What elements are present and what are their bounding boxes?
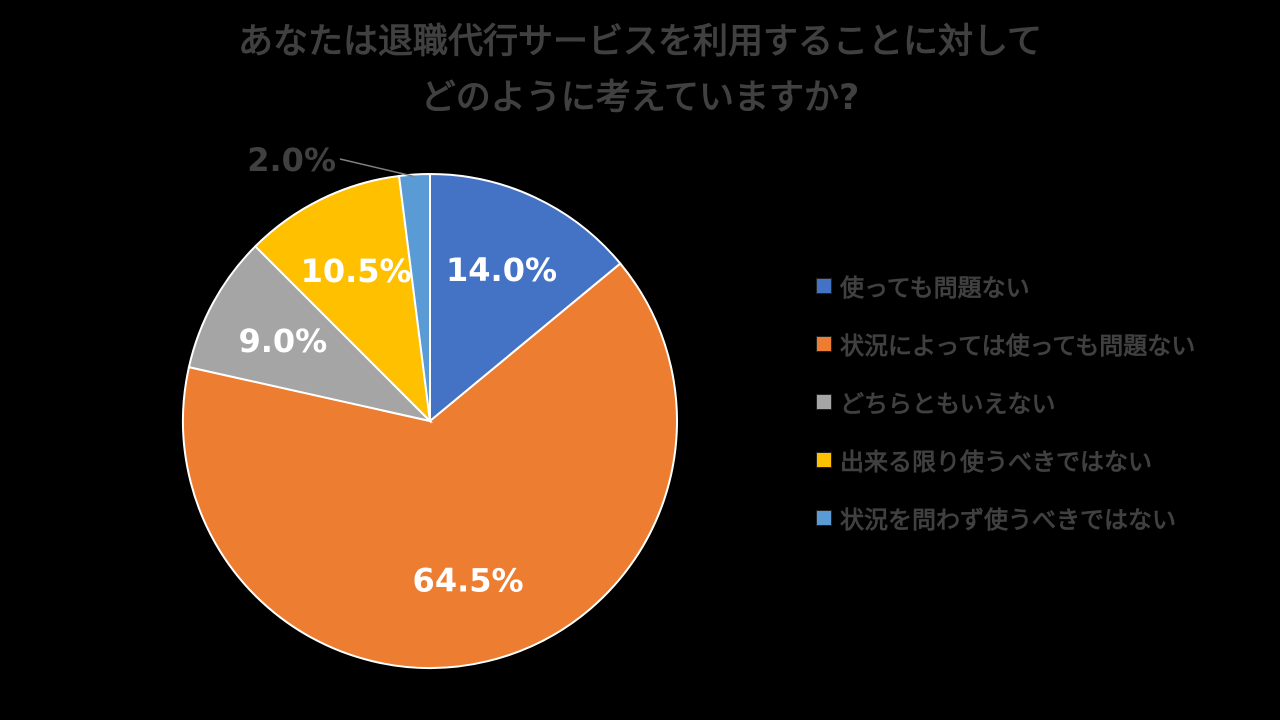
pie-leader-line-5: [339, 158, 415, 178]
pie-data-label-2: 64.5%: [413, 562, 524, 600]
chart-title-line-1: あなたは退職代行サービスを利用することに対して: [238, 22, 1042, 62]
pie-slice-5: [397, 172, 431, 422]
legend-label-2: 状況によっては使っても問題ない: [840, 332, 1196, 360]
legend-label-3: どちらともいえない: [840, 390, 1056, 418]
chart-title-line-2: どのように考えていますか?: [420, 78, 860, 118]
pie-slice-2: [182, 262, 678, 669]
legend-item-4: 出来る限り使うべきではない: [816, 440, 1195, 479]
pie-data-label-4: 10.5%: [301, 252, 412, 290]
pie-slice-3: [187, 244, 434, 423]
legend-swatch-4: [816, 451, 832, 468]
legend-label-1: 使っても問題ない: [840, 274, 1030, 302]
legend: 使っても問題ない 状況によっては使っても問題ない どちらともいえない 出来る限り…: [816, 266, 1195, 556]
legend-swatch-1: [816, 277, 832, 294]
pie-data-label-3: 9.0%: [238, 322, 327, 360]
pie-data-label-1: 14.0%: [446, 251, 557, 289]
legend-label-5: 状況を問わず使うべきではない: [840, 506, 1176, 534]
legend-item-5: 状況を問わず使うべきではない: [816, 498, 1195, 537]
legend-item-2: 状況によっては使っても問題ない: [816, 324, 1195, 363]
pie-slice-1: [429, 172, 622, 424]
pie-data-label-5: 2.0%: [247, 141, 336, 179]
legend-swatch-3: [816, 393, 832, 410]
legend-label-4: 出来る限り使うべきではない: [840, 448, 1152, 476]
legend-swatch-2: [816, 335, 832, 352]
pie-slice-4: [253, 174, 432, 424]
legend-item-1: 使っても問題ない: [816, 266, 1195, 305]
legend-item-3: どちらともいえない: [816, 382, 1195, 421]
legend-swatch-5: [816, 509, 832, 526]
